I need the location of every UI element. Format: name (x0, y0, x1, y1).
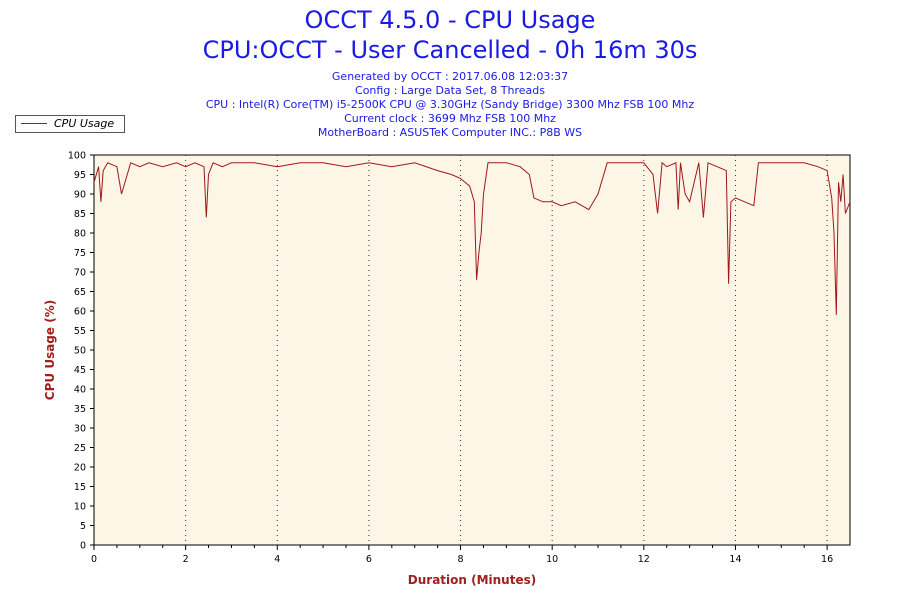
y-tick-label: 30 (74, 424, 86, 435)
y-tick-label: 10 (74, 502, 86, 513)
y-tick-label: 60 (74, 307, 86, 318)
x-tick-label: 4 (274, 554, 280, 565)
y-tick-label: 5 (80, 521, 86, 532)
x-axis-label: Duration (Minutes) (408, 573, 536, 587)
y-tick-label: 40 (74, 385, 86, 396)
y-tick-label: 90 (74, 190, 86, 201)
y-tick-label: 45 (74, 365, 86, 376)
x-tick-label: 6 (366, 554, 372, 565)
grid (185, 155, 828, 545)
x-tick-label: 16 (821, 554, 833, 565)
y-tick-label: 50 (74, 346, 86, 357)
legend: CPU Usage (15, 115, 125, 133)
y-tick-label: 55 (74, 326, 86, 337)
legend-swatch (21, 123, 47, 124)
x-tick-label: 0 (91, 554, 97, 565)
y-tick-label: 35 (74, 404, 86, 415)
plot-area (93, 154, 851, 546)
y-axis-label: CPU Usage (%) (43, 300, 57, 400)
x-tick-label: 12 (638, 554, 650, 565)
info-cpu: CPU : Intel(R) Core(TM) i5-2500K CPU @ 3… (205, 98, 695, 111)
axes: 0510152025303540455055606570758085909510… (68, 151, 833, 566)
y-tick-label: 75 (74, 248, 86, 259)
info-motherboard: MotherBoard : ASUSTeK Computer INC.: P8B… (317, 126, 583, 139)
y-tick-label: 65 (74, 287, 86, 298)
info-generated: Generated by OCCT : 2017.06.08 12:03:37 (331, 70, 569, 83)
x-tick-label: 10 (546, 554, 558, 565)
x-tick-label: 14 (729, 554, 741, 565)
y-tick-label: 70 (74, 268, 86, 279)
series-line-cpu-usage (93, 161, 851, 315)
x-tick-label: 2 (183, 554, 189, 565)
chart-title: OCCT 4.5.0 - CPU Usage (304, 6, 596, 34)
x-tick-label: 8 (458, 554, 464, 565)
y-tick-label: 20 (74, 463, 86, 474)
y-tick-label: 80 (74, 229, 86, 240)
y-tick-label: 85 (74, 209, 86, 220)
y-tick-label: 25 (74, 443, 86, 454)
chart-subtitle: CPU:OCCT - User Cancelled - 0h 16m 30s (202, 36, 698, 64)
y-tick-label: 15 (74, 482, 86, 493)
info-config: Config : Large Data Set, 8 Threads (355, 84, 545, 97)
y-tick-label: 95 (74, 170, 86, 181)
y-tick-label: 100 (68, 151, 86, 162)
y-tick-label: 0 (80, 541, 86, 552)
legend-label: CPU Usage (54, 117, 115, 130)
info-clock: Current clock : 3699 Mhz FSB 100 Mhz (344, 112, 556, 125)
